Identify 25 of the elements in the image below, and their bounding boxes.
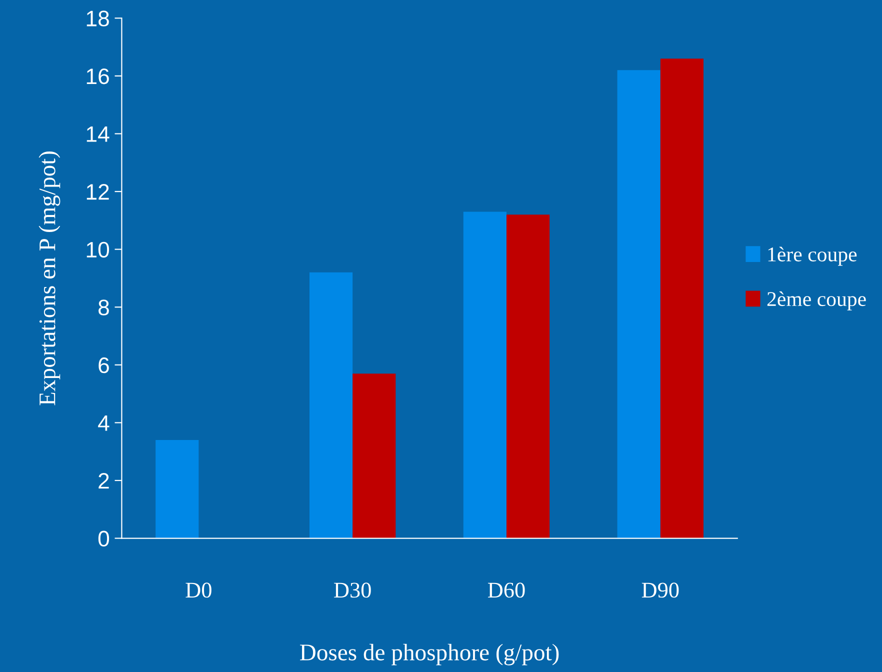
y-tick-label: 2	[98, 473, 109, 489]
bar	[660, 58, 704, 538]
legend-label: 2ème coupe	[767, 291, 866, 310]
x-axis-title: Doses de phosphore (g/pot)	[300, 644, 559, 666]
y-tick-label: 16	[86, 68, 109, 84]
bar	[463, 212, 506, 538]
bar	[352, 374, 396, 538]
y-tick-label: 12	[86, 184, 109, 200]
x-tick-label: D30	[334, 582, 371, 598]
y-tick-label: 6	[98, 357, 109, 374]
y-tick-label: 0	[98, 530, 110, 547]
bar	[617, 70, 660, 538]
bar	[506, 214, 550, 538]
y-axis-title: Exportations en P (mg/pot)	[38, 151, 60, 406]
x-tick-label: D60	[488, 582, 525, 598]
bar	[309, 272, 353, 538]
legend-label: 1ère coupe	[768, 246, 857, 266]
y-tick-label: 10	[86, 242, 110, 258]
y-tick-label: 18	[86, 10, 109, 26]
x-tick-label: D90	[642, 582, 679, 598]
x-tick-label: D0	[186, 582, 212, 598]
y-tick-label: 14	[86, 126, 110, 142]
bar	[156, 440, 199, 538]
y-tick-label: 4	[98, 415, 110, 431]
y-tick-label: 8	[98, 300, 109, 316]
